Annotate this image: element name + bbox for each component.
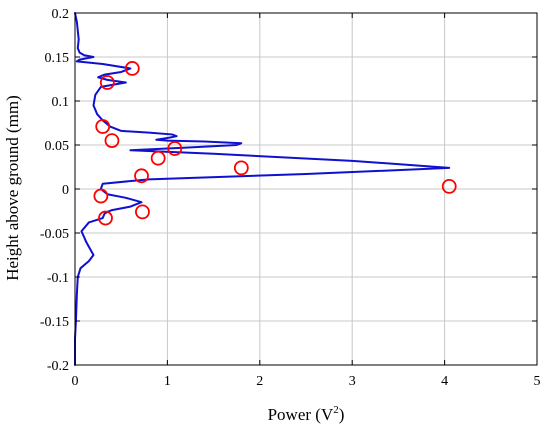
peak-marker bbox=[150, 150, 166, 166]
x-tick-label: 4 bbox=[441, 374, 448, 389]
peak-marker bbox=[98, 210, 113, 226]
x-axis-title-superscript: 2 bbox=[333, 404, 339, 416]
y-tick-label: 0 bbox=[62, 183, 69, 198]
series-line bbox=[74, 12, 451, 366]
y-tick-label: 0.15 bbox=[45, 51, 70, 66]
peak-marker bbox=[99, 75, 115, 90]
x-axis-title-main: Power (V bbox=[268, 405, 334, 424]
x-tick-label: 2 bbox=[256, 374, 263, 389]
peak-marker bbox=[233, 160, 249, 176]
peak-marker bbox=[124, 61, 140, 76]
y-tick-label: 0.05 bbox=[45, 139, 70, 154]
x-tick-label: 1 bbox=[164, 374, 171, 389]
series-layer bbox=[74, 12, 451, 366]
peak-marker bbox=[95, 119, 111, 134]
marker-layer bbox=[93, 61, 457, 226]
peak-marker bbox=[134, 168, 149, 184]
peak-marker bbox=[135, 204, 150, 220]
x-axis-title-suffix: ) bbox=[339, 405, 345, 424]
y-tick-label: -0.05 bbox=[40, 227, 69, 242]
peak-marker bbox=[441, 178, 457, 194]
x-tick-label: 3 bbox=[349, 374, 356, 389]
peak-marker bbox=[104, 133, 120, 149]
y-tick-label: -0.1 bbox=[47, 271, 69, 286]
grid-layer bbox=[74, 12, 538, 366]
y-axis-title: Height above ground (mm) bbox=[3, 95, 22, 281]
x-axis-title: Power (V2) bbox=[268, 404, 345, 424]
x-tick-label: 5 bbox=[534, 374, 541, 389]
tick-label-layer: 0 1 2 3 4 5 -0.2 -0.15 -0.1 -0.05 0 0.05 0.1 0.15 0.2 bbox=[40, 7, 541, 389]
y-tick-label: -0.15 bbox=[40, 315, 69, 330]
axis-layer bbox=[74, 12, 538, 366]
x-tick-label: 0 bbox=[72, 374, 79, 389]
peak-marker bbox=[93, 188, 109, 204]
y-tick-label: 0.2 bbox=[52, 7, 70, 22]
y-tick-label: 0.1 bbox=[52, 95, 70, 110]
peak-marker bbox=[167, 141, 183, 156]
y-tick-label: -0.2 bbox=[47, 359, 69, 374]
